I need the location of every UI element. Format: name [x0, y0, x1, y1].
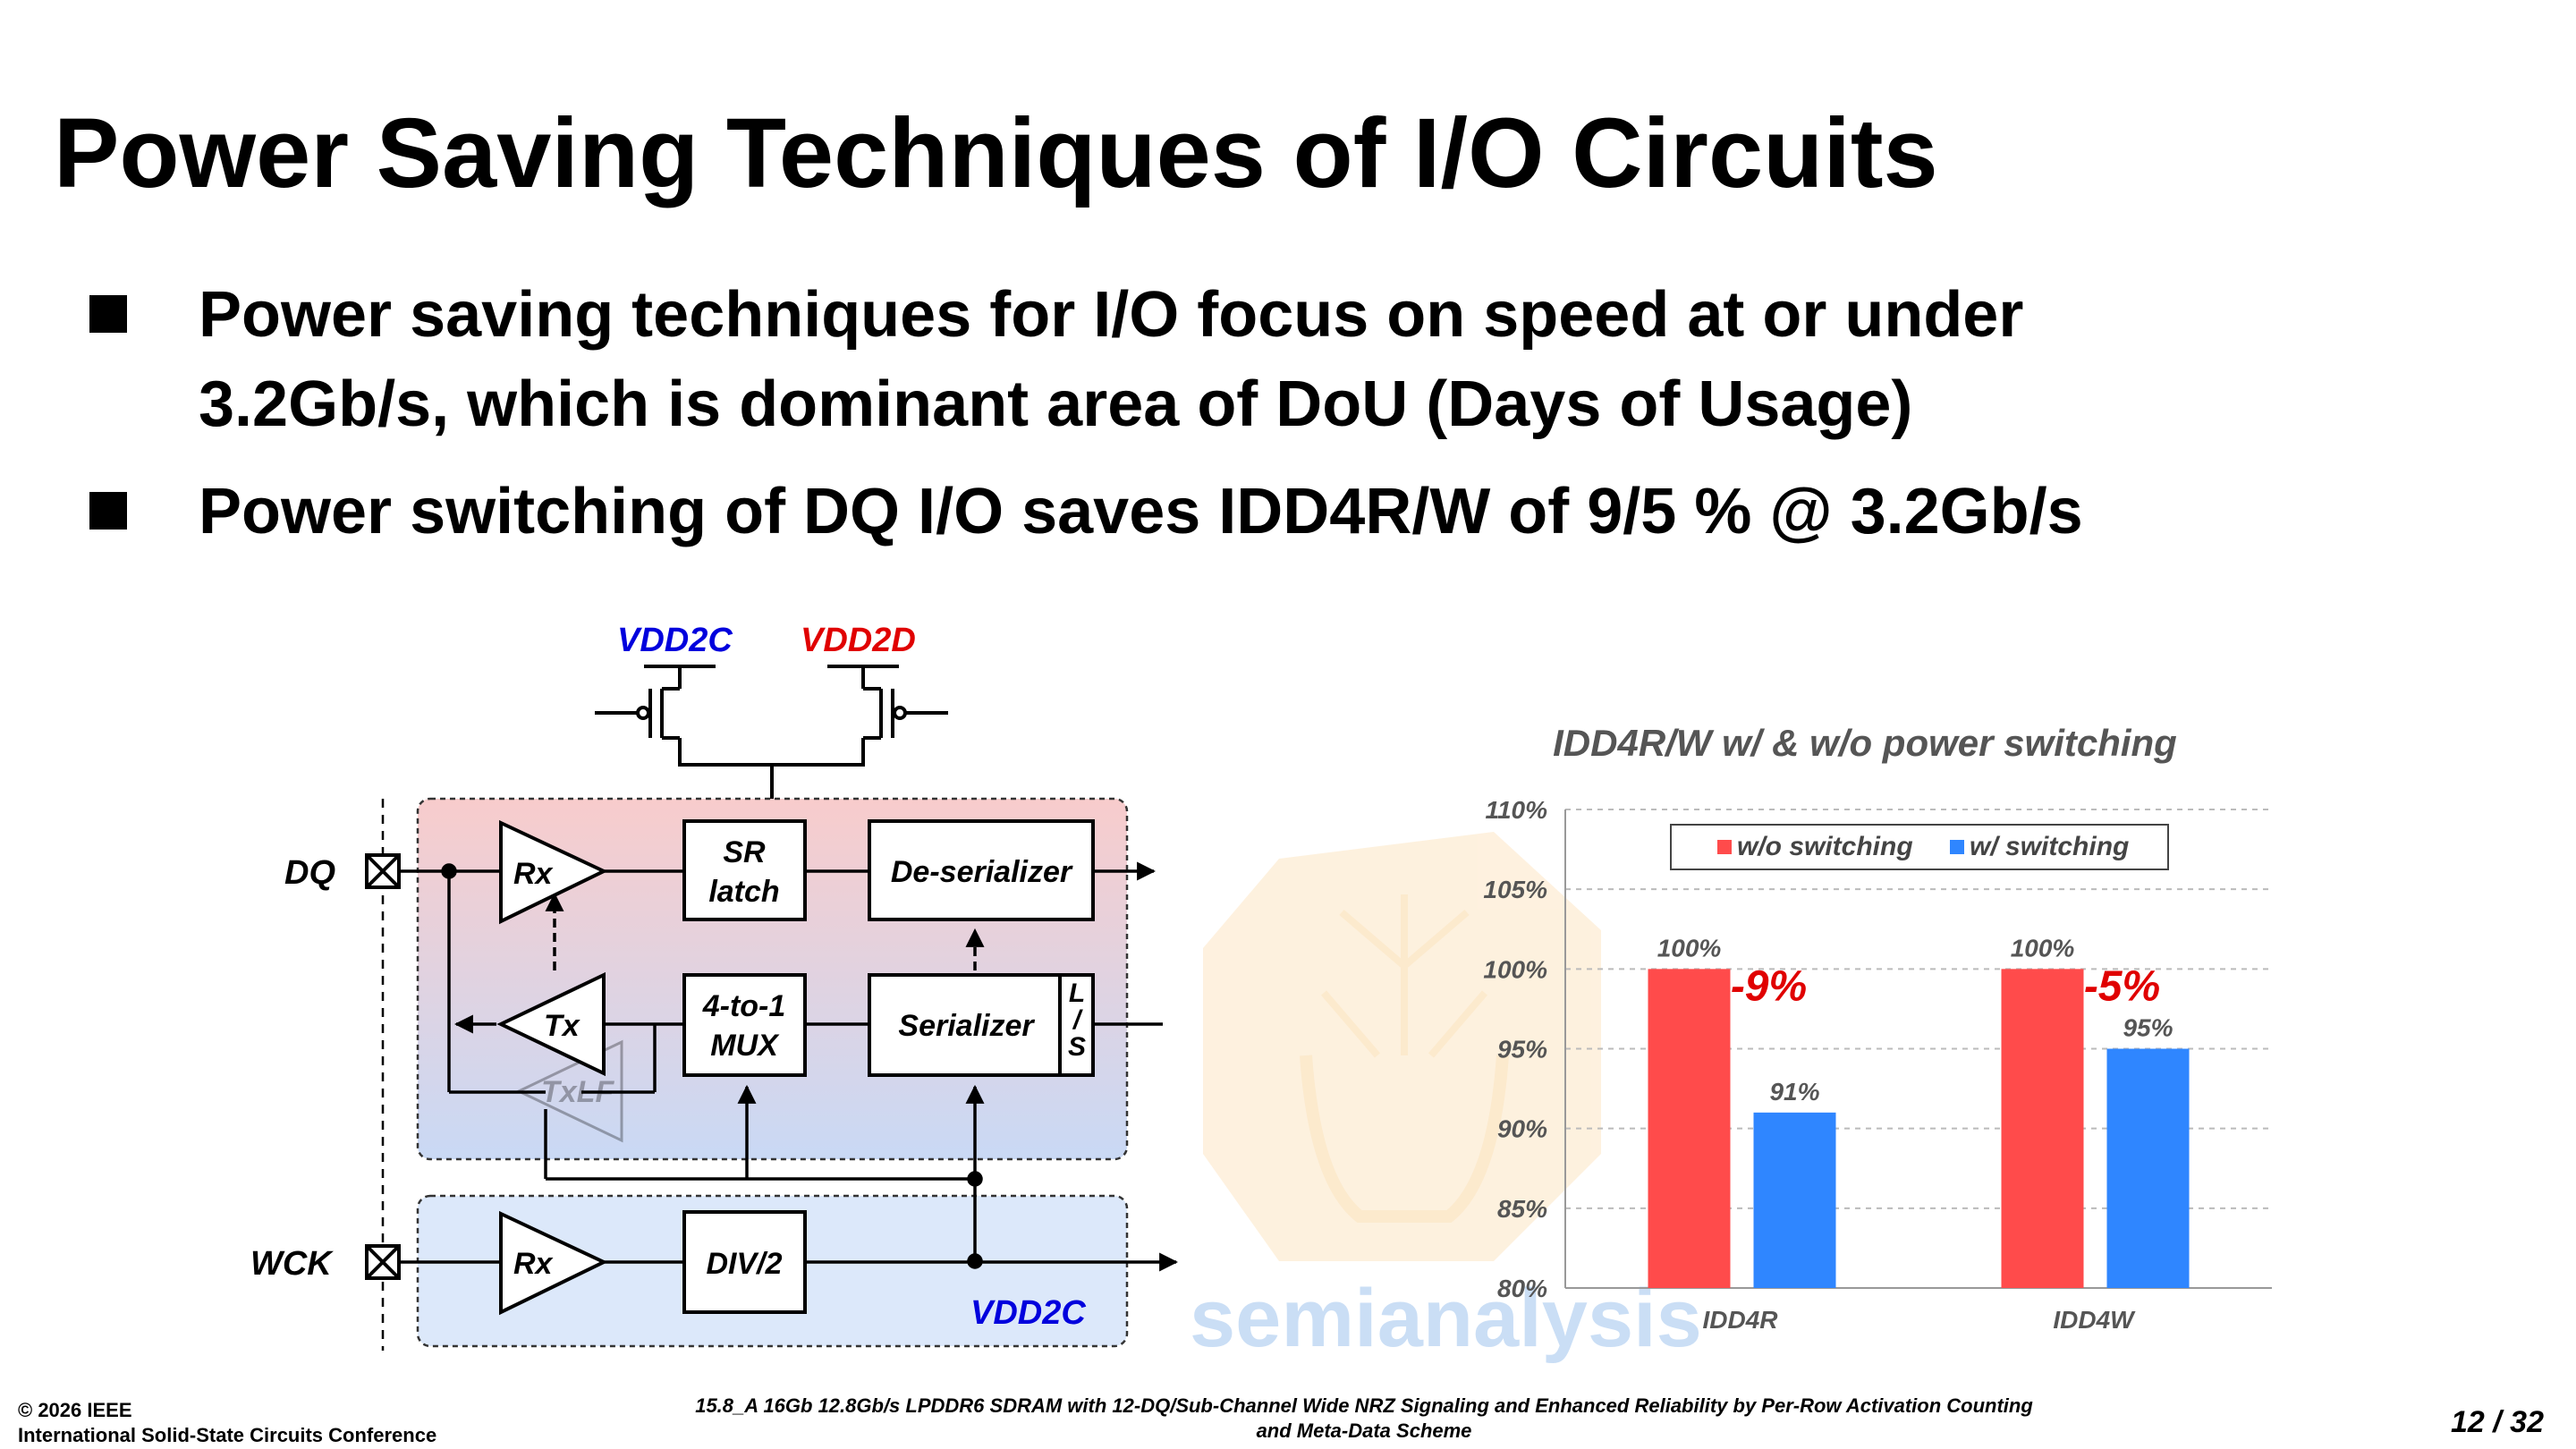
sr-latch-label-2: latch	[708, 875, 779, 909]
bullet-square-icon	[89, 295, 127, 333]
y-tick-label: 110%	[1485, 796, 1547, 824]
bar-idd4w-wo	[2001, 969, 2084, 1288]
sr-latch-label-1: SR	[723, 835, 766, 869]
bullet-square-icon	[89, 492, 127, 530]
bar-chart: IDD4R/W w/ & w/o power switching 80% 85% 9…	[1483, 722, 2272, 1334]
wck-rx-block	[499, 1210, 608, 1316]
legend-swatch-w	[1950, 840, 1964, 854]
bullet-1-line-1: Power saving techniques for I/O focus on…	[199, 279, 2024, 351]
footer-paper-line-2: and Meta-Data Scheme	[1256, 1419, 1472, 1442]
reduction-annotation: -9%	[1731, 962, 1807, 1010]
vdd2d-label: VDD2D	[801, 622, 916, 659]
bar-data-label: 100%	[1657, 934, 1722, 962]
dq-pin-icon	[365, 853, 401, 889]
legend-swatch-wo	[1717, 840, 1732, 854]
wck-rx-label: Rx	[513, 1247, 555, 1281]
div2-label: DIV/2	[706, 1247, 782, 1281]
sr-latch-block	[682, 819, 807, 921]
deserializer-label: De-serializer	[891, 855, 1073, 889]
dq-rx-label: Rx	[513, 857, 555, 891]
serializer-label: Serializer	[898, 1009, 1035, 1043]
bar-idd4r-w	[1753, 1112, 1836, 1288]
bullet-1-line-2: 3.2Gb/s, which is dominant area of DoU (…	[199, 369, 1913, 440]
reduction-annotation: -5%	[2084, 962, 2160, 1010]
footer-copyright: © 2026 IEEE	[18, 1399, 132, 1421]
bar-idd4r-wo	[1648, 969, 1731, 1288]
mux-label-2: MUX	[710, 1029, 780, 1063]
y-tick-label: 80%	[1497, 1275, 1547, 1302]
chart-x-labels: IDD4R IDD4W	[1702, 1306, 2136, 1334]
mux-label-1: 4-to-1	[702, 989, 786, 1023]
bar-data-label: 100%	[2011, 934, 2075, 962]
bar-data-label: 95%	[2123, 1014, 2173, 1042]
mux-block	[682, 973, 807, 1077]
watermark-text: semianalysis	[1190, 1273, 1702, 1364]
legend-label-wo: w/o switching	[1737, 832, 1913, 861]
dq-rx-block	[499, 819, 608, 925]
slide-title: Power Saving Techniques of I/O Circuits	[54, 98, 1938, 208]
y-tick-label: 100%	[1483, 955, 1547, 983]
footer-paper-line-1: 15.8_A 16Gb 12.8Gb/s LPDDR6 SDRAM with 1…	[695, 1394, 2033, 1417]
dq-pin-label: DQ	[284, 854, 335, 892]
ls-label-3: S	[1068, 1032, 1086, 1062]
footer-left: © 2026 IEEE International Solid-State Ci…	[18, 1398, 436, 1448]
vdd2c-label: VDD2C	[617, 622, 733, 659]
tx-block	[496, 971, 606, 1077]
y-tick-label: 85%	[1497, 1195, 1547, 1223]
page-number: 12 / 32	[2451, 1405, 2544, 1439]
legend-label-w: w/ switching	[1970, 832, 2129, 861]
txlf-faded: TxLF	[515, 1039, 623, 1143]
bar-data-label: 91%	[1769, 1078, 1819, 1106]
svg-text:TxLF: TxLF	[541, 1075, 614, 1109]
watermark-logo: semianalysis	[1190, 832, 1702, 1364]
circuit-diagram: VDD2C VDD2D DQ	[250, 622, 1179, 1351]
div2-block	[682, 1210, 807, 1314]
chart-legend: w/o switching w/ switching	[1670, 824, 2169, 870]
chart-title: IDD4R/W w/ & w/o power switching	[1553, 722, 2177, 764]
chart-bars: 100% 91% -9% 100% 95% -5%	[1648, 934, 2190, 1288]
y-tick-label: 90%	[1497, 1115, 1547, 1143]
chart-y-ticks: 80% 85% 90% 95% 100% 105% 110%	[1483, 796, 1547, 1302]
y-tick-label: 95%	[1497, 1036, 1547, 1063]
bar-idd4w-w	[2106, 1048, 2190, 1288]
ls-label-1: L	[1069, 979, 1085, 1008]
tx-label: Tx	[544, 1009, 581, 1043]
bullet-2-line-1: Power switching of DQ I/O saves IDD4R/W …	[199, 476, 2083, 547]
footer-paper: 15.8_A 16Gb 12.8Gb/s LPDDR6 SDRAM with 1…	[626, 1394, 2102, 1444]
pmos-switches	[595, 665, 948, 799]
deserializer-block	[868, 819, 1095, 921]
serializer-block	[868, 973, 1095, 1077]
x-category-label: IDD4R	[1702, 1306, 1778, 1334]
x-category-label: IDD4W	[2053, 1306, 2136, 1334]
wck-pin-icon	[365, 1244, 401, 1280]
vdd2c-bottom-label: VDD2C	[970, 1294, 1086, 1332]
wck-pin-label: WCK	[250, 1245, 334, 1283]
footer-conference: International Solid-State Circuits Confe…	[18, 1424, 437, 1446]
y-tick-label: 105%	[1483, 876, 1547, 903]
ls-label-2: /	[1072, 1005, 1083, 1035]
